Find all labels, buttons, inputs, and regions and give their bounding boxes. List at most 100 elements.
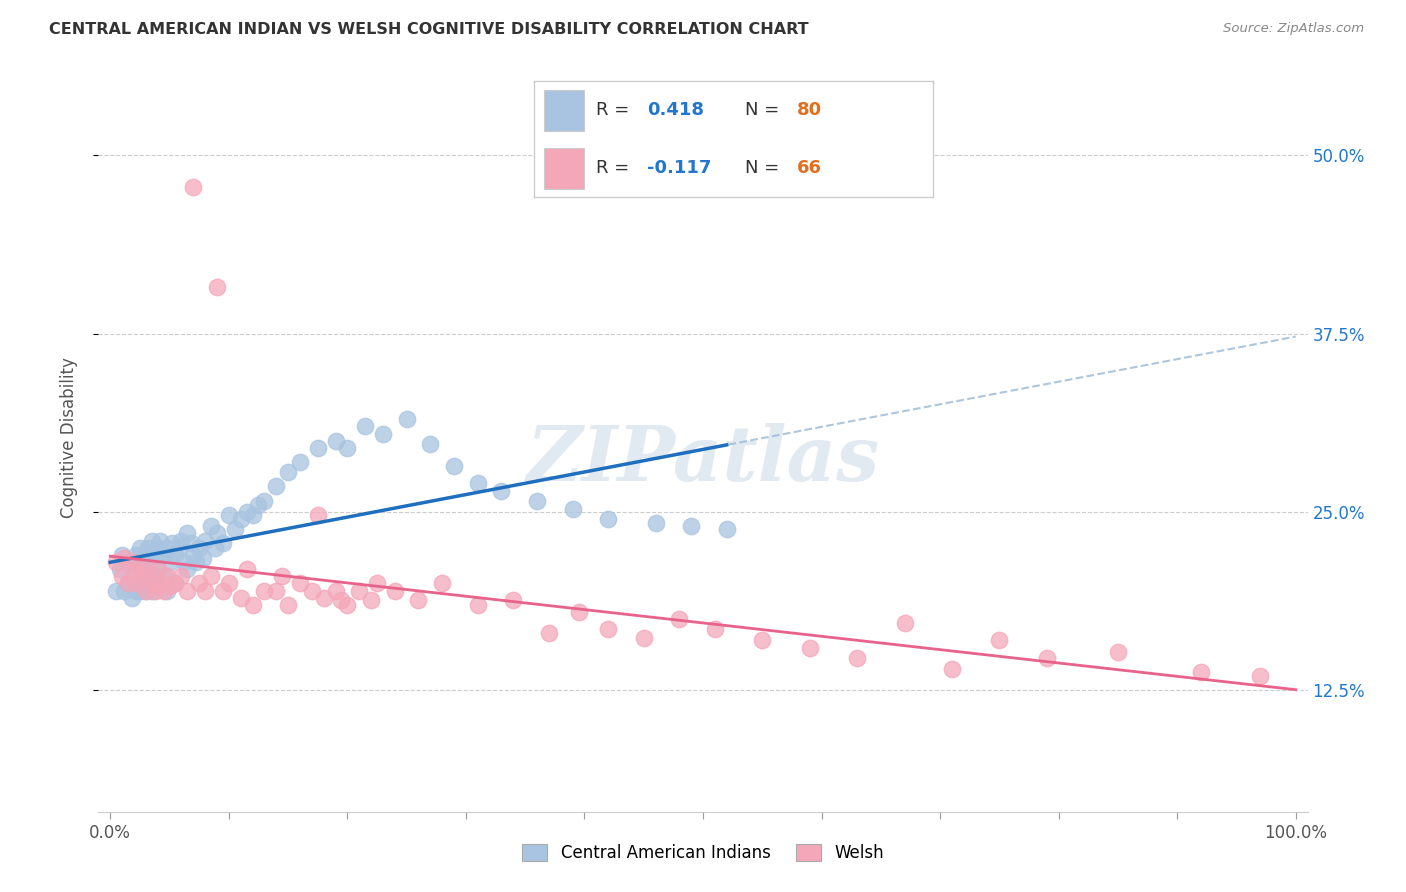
Point: [136, 541, 159, 555]
Point: [188, 541, 211, 555]
Point: [325, 583, 347, 598]
Point: [247, 498, 270, 512]
Point: [152, 569, 174, 583]
Point: [846, 650, 869, 665]
Point: [384, 583, 406, 598]
Point: [1249, 669, 1271, 683]
Point: [703, 622, 725, 636]
Point: [132, 555, 155, 569]
Point: [141, 533, 163, 548]
Point: [561, 502, 583, 516]
Point: [567, 605, 589, 619]
Point: [181, 179, 204, 194]
Point: [242, 508, 264, 522]
Point: [325, 434, 347, 448]
Point: [135, 583, 157, 598]
Point: [467, 598, 489, 612]
Point: [149, 576, 172, 591]
Point: [598, 622, 620, 636]
Point: [135, 548, 157, 562]
Point: [156, 583, 179, 598]
Point: [419, 436, 441, 450]
Point: [312, 591, 335, 605]
Point: [181, 548, 204, 562]
Point: [111, 548, 134, 562]
Point: [117, 576, 139, 591]
Point: [156, 541, 179, 555]
Point: [117, 576, 139, 591]
Point: [143, 569, 166, 583]
Point: [264, 583, 287, 598]
Point: [204, 541, 226, 555]
Point: [253, 493, 276, 508]
Point: [229, 512, 252, 526]
Point: [188, 576, 211, 591]
Point: [200, 519, 222, 533]
Point: [129, 541, 152, 555]
Text: Source: ZipAtlas.com: Source: ZipAtlas.com: [1223, 22, 1364, 36]
Point: [114, 583, 136, 598]
Legend: Central American Indians, Welsh: Central American Indians, Welsh: [515, 836, 891, 871]
Point: [129, 583, 152, 598]
Point: [132, 576, 155, 591]
Point: [122, 555, 145, 569]
Point: [122, 565, 145, 579]
Point: [121, 569, 143, 583]
Text: ZIPatlas: ZIPatlas: [526, 423, 880, 497]
Point: [307, 441, 329, 455]
Point: [235, 562, 257, 576]
Point: [173, 555, 195, 569]
Point: [212, 583, 235, 598]
Point: [502, 593, 524, 607]
Point: [988, 633, 1011, 648]
Point: [143, 583, 166, 598]
Point: [395, 412, 418, 426]
Point: [105, 555, 128, 569]
Point: [159, 579, 181, 593]
Point: [336, 598, 359, 612]
Point: [212, 536, 235, 550]
Point: [200, 569, 222, 583]
Point: [218, 508, 240, 522]
Point: [132, 569, 155, 583]
Point: [121, 555, 143, 569]
Point: [141, 555, 163, 569]
Point: [167, 541, 190, 555]
Point: [125, 548, 148, 562]
Point: [526, 493, 548, 508]
Point: [135, 562, 157, 576]
Point: [716, 522, 738, 536]
Point: [176, 526, 198, 541]
Point: [242, 598, 264, 612]
Point: [111, 569, 134, 583]
Point: [668, 612, 690, 626]
Point: [491, 483, 513, 498]
Y-axis label: Cognitive Disability: Cognitive Disability: [59, 357, 77, 517]
Point: [799, 640, 821, 655]
Point: [146, 562, 169, 576]
Point: [1036, 650, 1059, 665]
Point: [125, 576, 148, 591]
Point: [751, 633, 773, 648]
Point: [301, 583, 323, 598]
Point: [941, 662, 963, 676]
Point: [129, 562, 152, 576]
Point: [184, 555, 207, 569]
Point: [277, 598, 299, 612]
Point: [122, 576, 145, 591]
Point: [180, 536, 202, 550]
Point: [143, 548, 166, 562]
Point: [149, 533, 172, 548]
Point: [160, 536, 183, 550]
Point: [598, 512, 620, 526]
Point: [271, 569, 294, 583]
Point: [141, 576, 163, 591]
Point: [277, 465, 299, 479]
Point: [307, 508, 329, 522]
Point: [156, 569, 179, 583]
Point: [330, 593, 353, 607]
Point: [146, 541, 169, 555]
Point: [537, 626, 560, 640]
Point: [141, 583, 163, 598]
Point: [176, 562, 198, 576]
